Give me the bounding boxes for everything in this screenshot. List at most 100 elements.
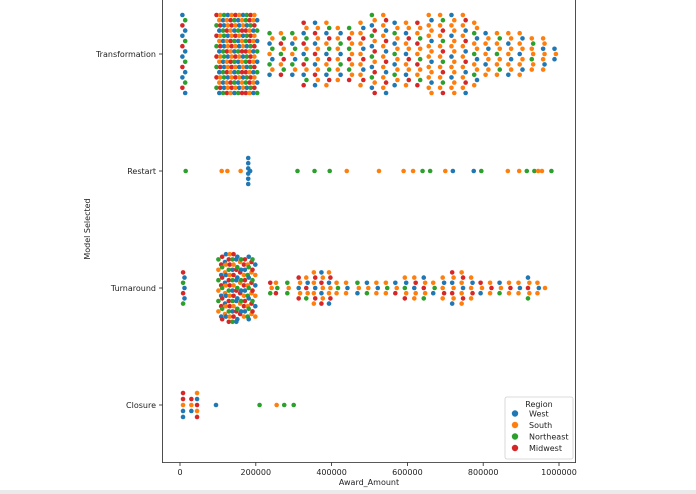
data-point <box>245 176 251 182</box>
data-point <box>429 69 434 75</box>
data-point <box>437 23 443 28</box>
x-axis-label: Award_Amount <box>339 478 399 487</box>
data-point <box>227 283 233 288</box>
data-point <box>312 82 318 88</box>
data-point <box>346 56 352 62</box>
data-point <box>254 80 260 85</box>
data-point <box>542 285 548 291</box>
data-point <box>497 46 503 52</box>
x-tick-label: 200000 <box>241 468 272 477</box>
legend-label: West <box>529 410 549 419</box>
data-point <box>312 30 318 36</box>
data-point <box>540 67 546 72</box>
data-point <box>216 288 221 293</box>
data-point <box>301 41 306 46</box>
data-point <box>229 33 234 39</box>
window-bottom-bar <box>0 490 696 494</box>
data-point <box>374 280 379 286</box>
data-point <box>238 298 244 304</box>
data-point <box>238 267 244 273</box>
data-point <box>403 51 409 57</box>
data-point <box>214 12 219 18</box>
data-point <box>217 17 222 23</box>
data-point <box>346 25 352 31</box>
data-point <box>243 38 249 44</box>
data-point <box>487 280 493 286</box>
data-point <box>487 290 493 296</box>
data-point <box>251 49 256 54</box>
data-point <box>281 36 287 41</box>
data-point <box>532 168 537 174</box>
data-point <box>516 290 521 296</box>
data-point <box>497 36 503 41</box>
data-point <box>413 290 418 296</box>
data-point <box>326 290 332 296</box>
data-point <box>233 54 238 59</box>
data-point <box>180 23 185 28</box>
data-point <box>180 390 186 396</box>
data-point <box>349 41 355 46</box>
data-point <box>189 402 194 408</box>
data-point <box>486 46 491 52</box>
data-point <box>233 43 238 49</box>
data-point <box>356 285 362 291</box>
data-point <box>324 51 329 57</box>
data-point <box>326 56 332 62</box>
data-point <box>460 43 466 49</box>
data-point <box>372 49 377 54</box>
data-point <box>429 28 434 33</box>
data-point <box>312 296 318 301</box>
data-point <box>440 275 446 280</box>
data-point <box>415 62 420 67</box>
data-point <box>413 280 418 286</box>
data-point <box>315 25 321 31</box>
data-point <box>355 290 360 296</box>
data-point <box>270 67 275 72</box>
data-point <box>383 17 389 23</box>
data-point <box>301 30 306 36</box>
data-point <box>335 77 341 83</box>
data-point <box>312 41 318 46</box>
data-point <box>411 285 417 291</box>
data-point <box>296 296 301 301</box>
data-point <box>402 296 408 301</box>
data-point <box>384 285 390 291</box>
data-point <box>410 168 416 174</box>
data-point <box>225 23 231 28</box>
data-point <box>471 20 477 26</box>
data-point <box>232 28 237 33</box>
data-point <box>303 275 309 280</box>
data-point <box>315 36 321 41</box>
data-point <box>346 77 352 83</box>
data-point <box>182 59 188 65</box>
data-point <box>406 67 412 72</box>
data-point <box>236 43 242 49</box>
data-point <box>517 285 523 291</box>
data-point <box>250 288 255 293</box>
data-point <box>182 90 188 96</box>
data-point <box>243 59 249 65</box>
data-point <box>349 30 355 36</box>
data-point <box>403 62 409 67</box>
data-point <box>432 285 437 291</box>
data-point <box>483 41 488 46</box>
data-point <box>183 168 188 174</box>
data-point <box>267 41 272 46</box>
data-point <box>253 303 258 309</box>
data-point <box>406 56 412 62</box>
data-point <box>361 36 366 41</box>
data-point <box>312 168 317 174</box>
data-point <box>345 285 350 291</box>
data-point <box>219 285 225 291</box>
data-point <box>527 280 532 286</box>
data-point <box>530 41 536 46</box>
data-point <box>240 23 246 28</box>
data-point <box>403 72 409 78</box>
data-point <box>369 33 375 39</box>
data-point <box>252 54 257 59</box>
data-point <box>223 314 229 319</box>
data-point <box>229 43 234 49</box>
data-point <box>312 72 318 78</box>
data-point <box>506 30 511 36</box>
data-point <box>239 38 245 44</box>
